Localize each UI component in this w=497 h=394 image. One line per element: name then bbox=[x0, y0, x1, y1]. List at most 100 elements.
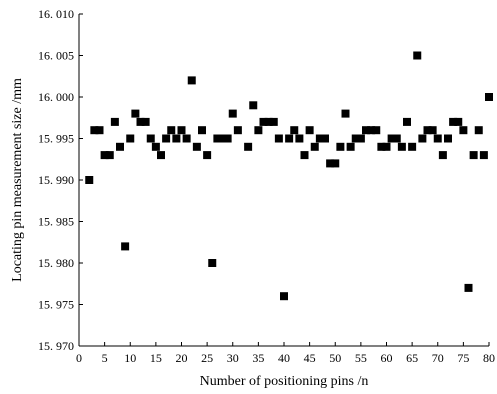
y-tick-label: 15. 975 bbox=[38, 298, 74, 312]
data-point bbox=[162, 134, 171, 143]
data-points bbox=[85, 51, 493, 301]
data-point bbox=[418, 134, 427, 143]
data-point bbox=[433, 134, 442, 143]
data-point bbox=[182, 134, 191, 143]
x-tick-label: 45 bbox=[304, 351, 316, 365]
data-point bbox=[469, 151, 478, 160]
data-point bbox=[408, 142, 417, 151]
data-point bbox=[274, 134, 283, 143]
data-point bbox=[105, 151, 114, 160]
data-point bbox=[362, 126, 370, 135]
data-point bbox=[141, 117, 150, 126]
y-tick-label: 15. 980 bbox=[38, 256, 74, 270]
data-point bbox=[479, 151, 488, 160]
x-tick-label: 50 bbox=[329, 351, 341, 365]
data-point bbox=[326, 159, 335, 168]
data-point bbox=[290, 126, 299, 135]
data-point bbox=[346, 142, 355, 151]
data-point bbox=[351, 134, 360, 143]
data-point bbox=[172, 134, 181, 143]
data-point bbox=[90, 126, 99, 135]
x-tick-label: 55 bbox=[355, 351, 367, 365]
data-point bbox=[367, 126, 376, 135]
data-point bbox=[285, 134, 294, 143]
data-point bbox=[198, 126, 206, 135]
data-point bbox=[423, 126, 432, 135]
x-tick-label: 40 bbox=[278, 351, 290, 365]
data-point bbox=[397, 142, 406, 151]
data-point bbox=[126, 134, 135, 143]
data-point bbox=[336, 142, 345, 151]
data-point bbox=[100, 151, 109, 160]
x-tick-label: 35 bbox=[252, 351, 264, 365]
data-point bbox=[131, 109, 140, 118]
data-point bbox=[474, 126, 483, 135]
x-tick-label: 20 bbox=[176, 351, 188, 365]
data-point bbox=[387, 134, 396, 143]
data-point bbox=[187, 76, 196, 85]
data-point bbox=[356, 134, 365, 143]
x-tick-label: 70 bbox=[432, 351, 444, 365]
x-axis-title: Number of positioning pins /n bbox=[200, 374, 369, 389]
data-point bbox=[157, 151, 165, 160]
y-tick-label: 16. 010 bbox=[38, 7, 74, 21]
data-point bbox=[269, 117, 278, 126]
x-tick-label: 25 bbox=[201, 351, 213, 365]
data-point bbox=[315, 134, 324, 143]
data-point bbox=[177, 126, 186, 135]
x-tick-label: 10 bbox=[124, 351, 136, 365]
x-tick-label: 0 bbox=[76, 351, 82, 365]
data-point bbox=[413, 51, 422, 60]
data-point bbox=[167, 126, 176, 135]
x-tick-label: 60 bbox=[381, 351, 393, 365]
data-point bbox=[264, 117, 273, 126]
data-point bbox=[192, 142, 201, 151]
data-point bbox=[208, 259, 217, 267]
data-point bbox=[464, 283, 473, 292]
data-point bbox=[377, 142, 386, 151]
x-tick-label: 5 bbox=[102, 351, 108, 365]
y-tick-label: 15. 990 bbox=[38, 173, 74, 187]
data-point bbox=[280, 292, 288, 301]
x-tick-label: 75 bbox=[457, 351, 469, 365]
data-point bbox=[116, 142, 124, 151]
data-point bbox=[254, 126, 263, 135]
data-point bbox=[341, 109, 350, 118]
data-point bbox=[95, 126, 104, 135]
data-point bbox=[449, 117, 458, 126]
data-point bbox=[438, 151, 447, 160]
x-tick-label: 80 bbox=[483, 351, 495, 365]
data-point bbox=[382, 142, 391, 151]
data-point bbox=[203, 151, 212, 160]
y-axis-title: Locating pin measurement size /mm bbox=[10, 78, 25, 282]
data-point bbox=[295, 134, 304, 143]
y-tick-label: 16. 005 bbox=[38, 49, 74, 63]
data-point bbox=[454, 117, 463, 126]
data-point bbox=[403, 117, 411, 126]
data-point bbox=[121, 242, 130, 251]
data-point bbox=[392, 134, 401, 143]
y-tick-label: 15. 985 bbox=[38, 215, 74, 229]
data-point bbox=[331, 159, 340, 168]
data-point bbox=[300, 151, 309, 160]
x-tick-label: 65 bbox=[406, 351, 418, 365]
data-point bbox=[305, 126, 314, 135]
data-point bbox=[218, 134, 227, 143]
y-tick-label: 16. 000 bbox=[38, 90, 74, 104]
y-tick-label: 15. 970 bbox=[38, 339, 74, 353]
data-point bbox=[85, 176, 94, 184]
data-point bbox=[151, 142, 160, 151]
y-axis-ticks: 15. 970 15. 975 15. 980 15. 985 15. 990 15. 9… bbox=[38, 7, 83, 353]
data-point bbox=[228, 109, 237, 118]
data-point bbox=[459, 126, 468, 135]
x-axis-ticks: 0 5 10 15 20 25 30 35 40 45 50 55 60 65 70 75 80 bbox=[76, 342, 495, 365]
data-point bbox=[223, 134, 232, 143]
data-point bbox=[244, 142, 253, 151]
x-tick-label: 30 bbox=[227, 351, 239, 365]
data-point bbox=[321, 134, 329, 143]
y-tick-label: 15. 995 bbox=[38, 132, 74, 146]
data-point bbox=[249, 101, 258, 110]
data-point bbox=[485, 93, 493, 101]
x-tick-label: 15 bbox=[150, 351, 162, 365]
